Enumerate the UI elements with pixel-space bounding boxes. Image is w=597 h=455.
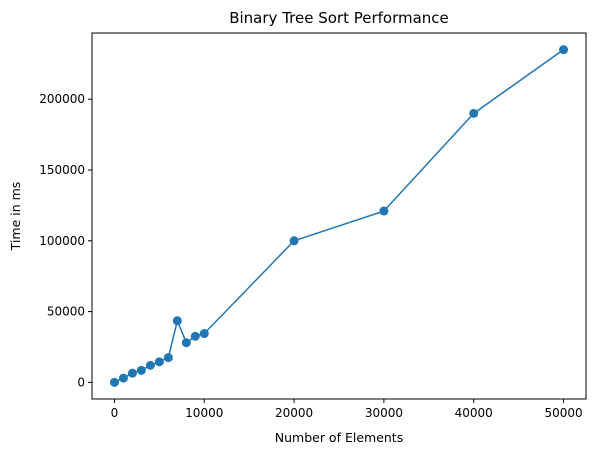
x-axis-label: Number of Elements bbox=[275, 430, 403, 445]
y-axis-label: Time in ms bbox=[8, 182, 23, 252]
data-point bbox=[154, 357, 164, 367]
x-axis: 0 10000 20000 30000 40000 50000 bbox=[111, 399, 583, 420]
y-tick-label: 200000 bbox=[39, 92, 85, 106]
data-point bbox=[469, 108, 479, 118]
x-tick-label: 30000 bbox=[365, 406, 403, 420]
data-point bbox=[559, 45, 569, 55]
x-tick-label: 20000 bbox=[275, 406, 313, 420]
axes-frame bbox=[91, 32, 587, 400]
data-point bbox=[181, 338, 191, 348]
y-tick-label: 100000 bbox=[39, 234, 85, 248]
series-line bbox=[114, 49, 564, 384]
data-point bbox=[190, 331, 200, 341]
data-point bbox=[172, 316, 182, 326]
x-tick-label: 10000 bbox=[185, 406, 223, 420]
data-point bbox=[289, 236, 299, 246]
x-tick-label: 50000 bbox=[544, 406, 582, 420]
data-point bbox=[118, 373, 128, 383]
data-point bbox=[109, 377, 119, 387]
data-point bbox=[145, 360, 155, 370]
x-tick-label: 40000 bbox=[455, 406, 493, 420]
data-point bbox=[199, 329, 209, 339]
y-tick-label: 0 bbox=[77, 375, 85, 389]
data-point bbox=[379, 206, 389, 216]
y-axis: 0 50000 100000 150000 200000 bbox=[39, 92, 92, 389]
y-tick-label: 50000 bbox=[47, 305, 85, 319]
data-point bbox=[127, 368, 137, 378]
x-tick-label: 0 bbox=[111, 406, 119, 420]
plot-area bbox=[109, 45, 569, 387]
y-tick-label: 150000 bbox=[39, 163, 85, 177]
chart-title: Binary Tree Sort Performance bbox=[229, 9, 449, 27]
data-point bbox=[136, 365, 146, 375]
data-point bbox=[163, 353, 173, 363]
